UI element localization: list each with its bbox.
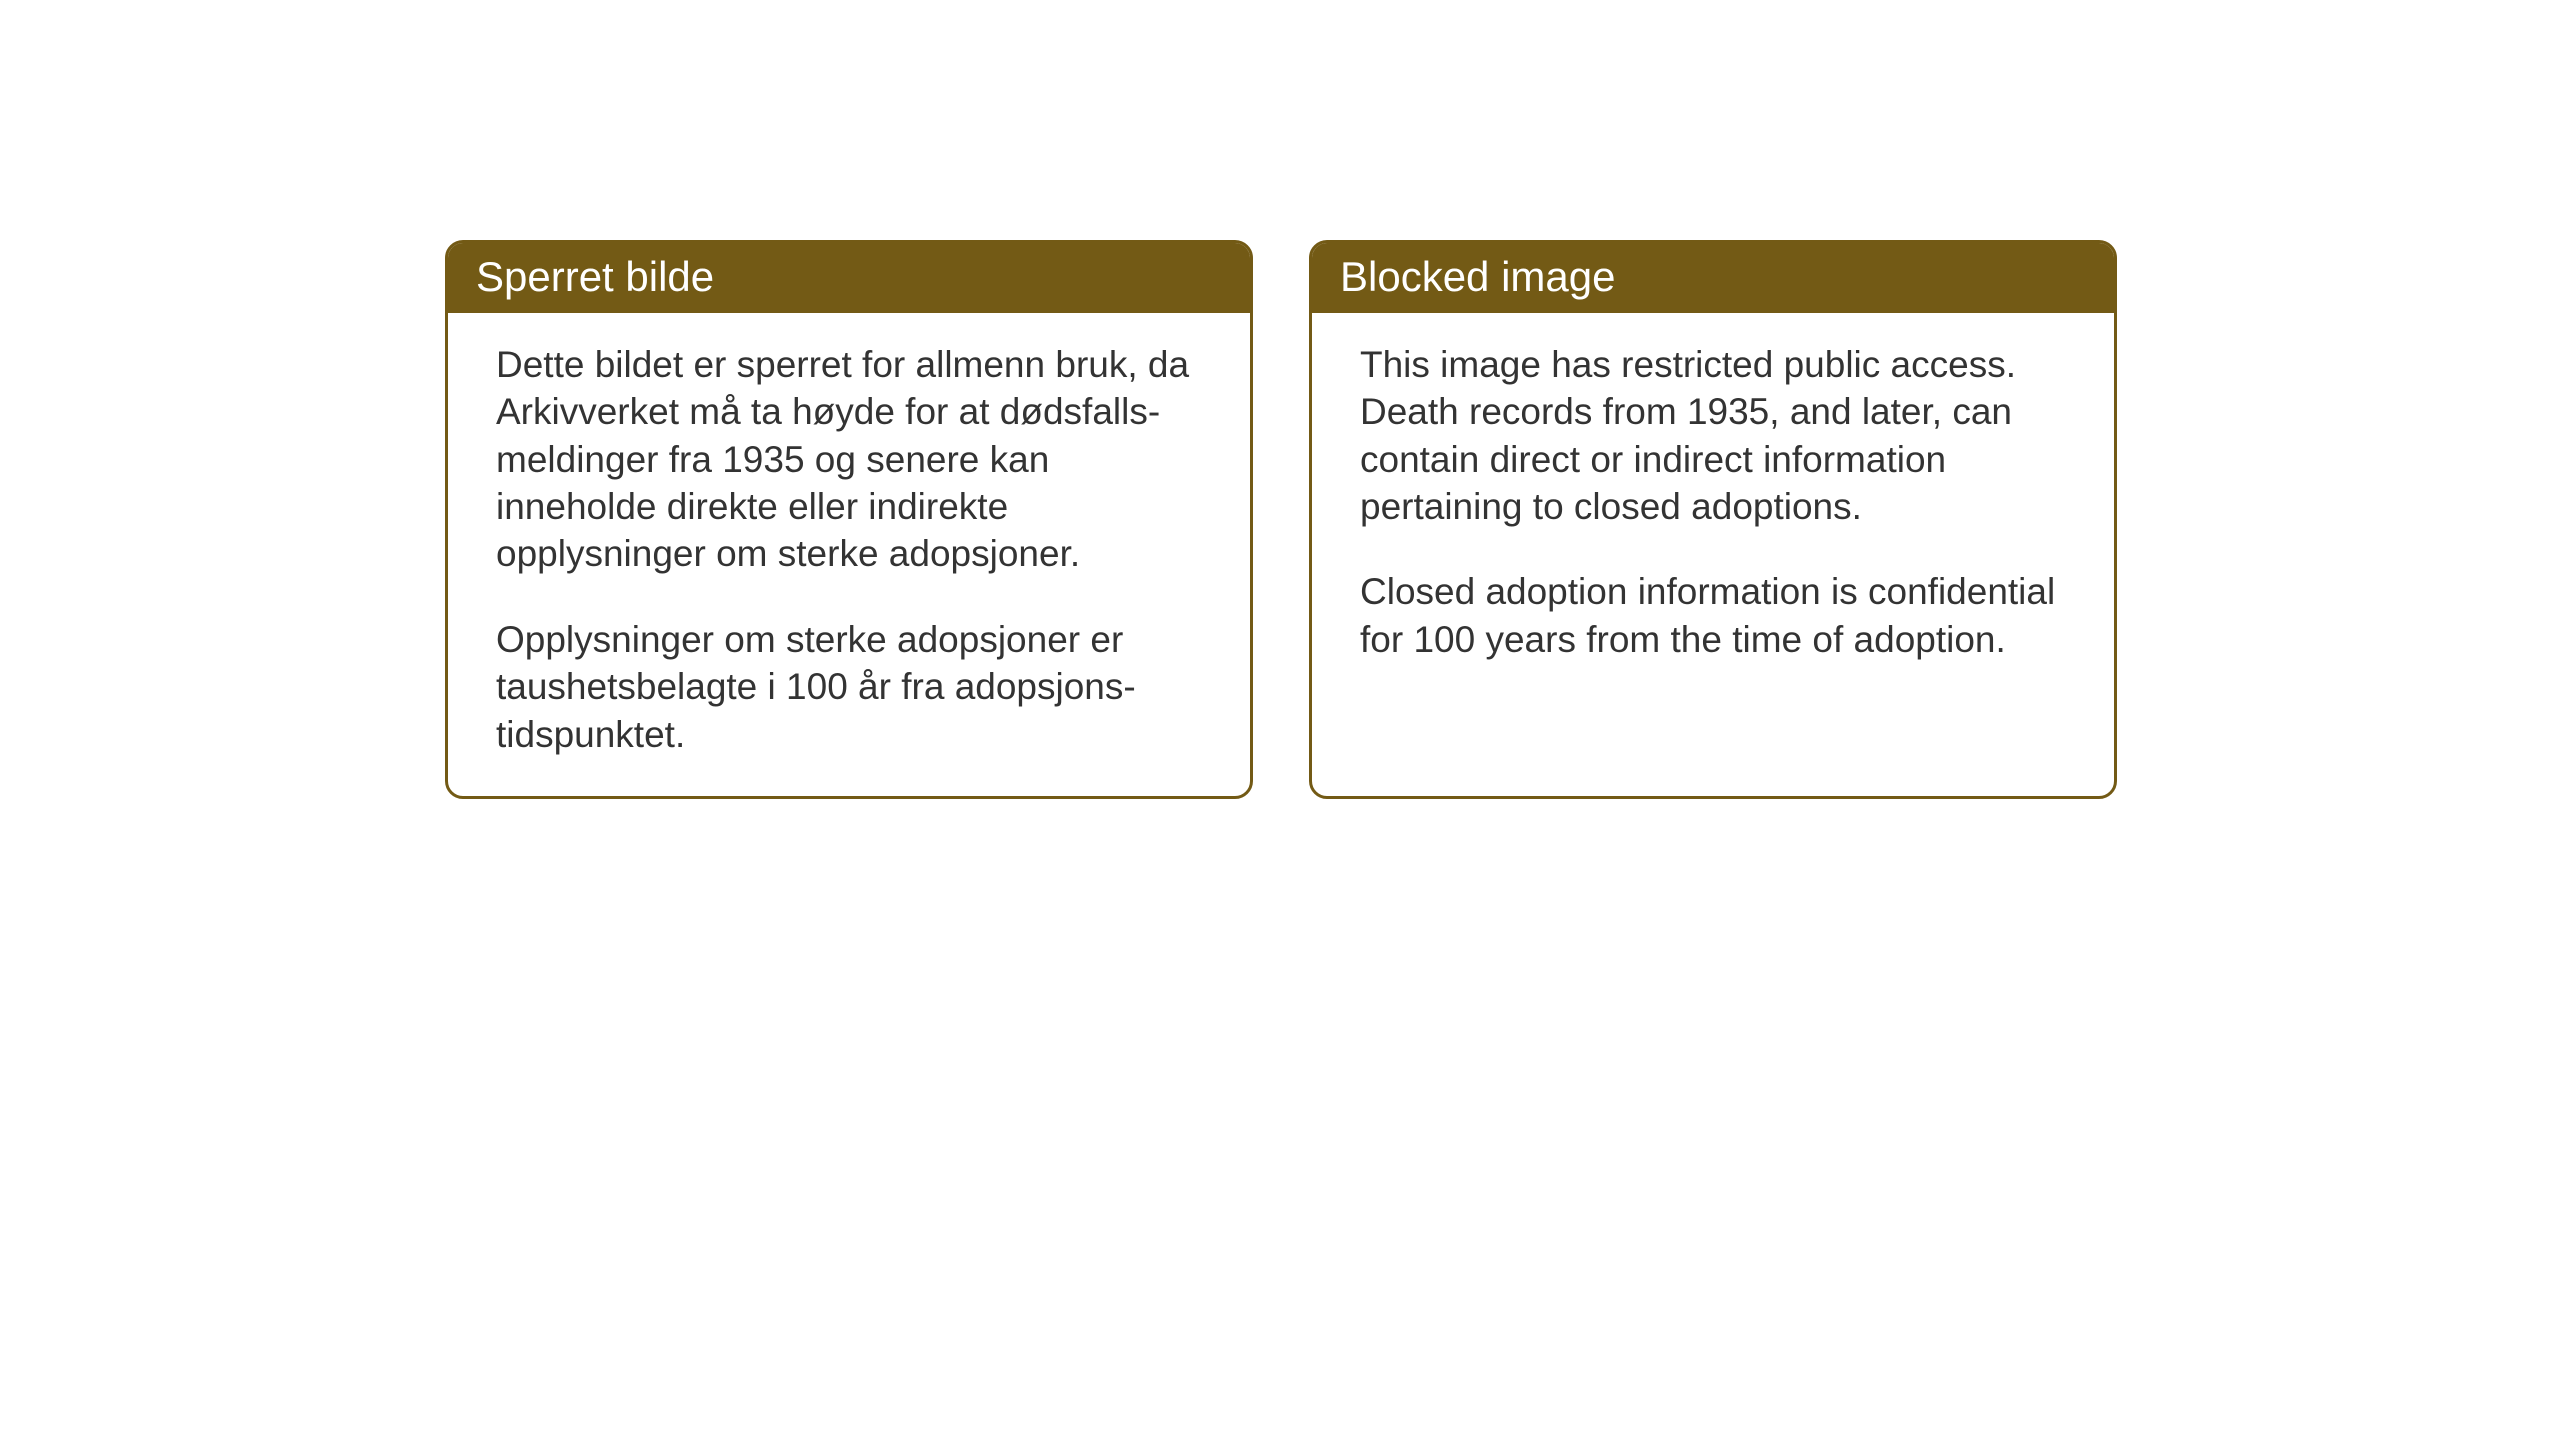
card-paragraph-1-norwegian: Dette bildet er sperret for allmenn bruk…: [496, 341, 1202, 578]
card-title-english: Blocked image: [1340, 253, 1615, 300]
card-header-norwegian: Sperret bilde: [448, 243, 1250, 313]
card-paragraph-2-norwegian: Opplysninger om sterke adopsjoner er tau…: [496, 616, 1202, 758]
card-paragraph-1-english: This image has restricted public access.…: [1360, 341, 2066, 530]
card-paragraph-2-english: Closed adoption information is confident…: [1360, 568, 2066, 663]
card-body-english: This image has restricted public access.…: [1312, 313, 2114, 733]
card-body-norwegian: Dette bildet er sperret for allmenn bruk…: [448, 313, 1250, 796]
notice-card-norwegian: Sperret bilde Dette bildet er sperret fo…: [445, 240, 1253, 799]
card-title-norwegian: Sperret bilde: [476, 253, 714, 300]
notice-cards-container: Sperret bilde Dette bildet er sperret fo…: [445, 240, 2117, 799]
card-header-english: Blocked image: [1312, 243, 2114, 313]
notice-card-english: Blocked image This image has restricted …: [1309, 240, 2117, 799]
